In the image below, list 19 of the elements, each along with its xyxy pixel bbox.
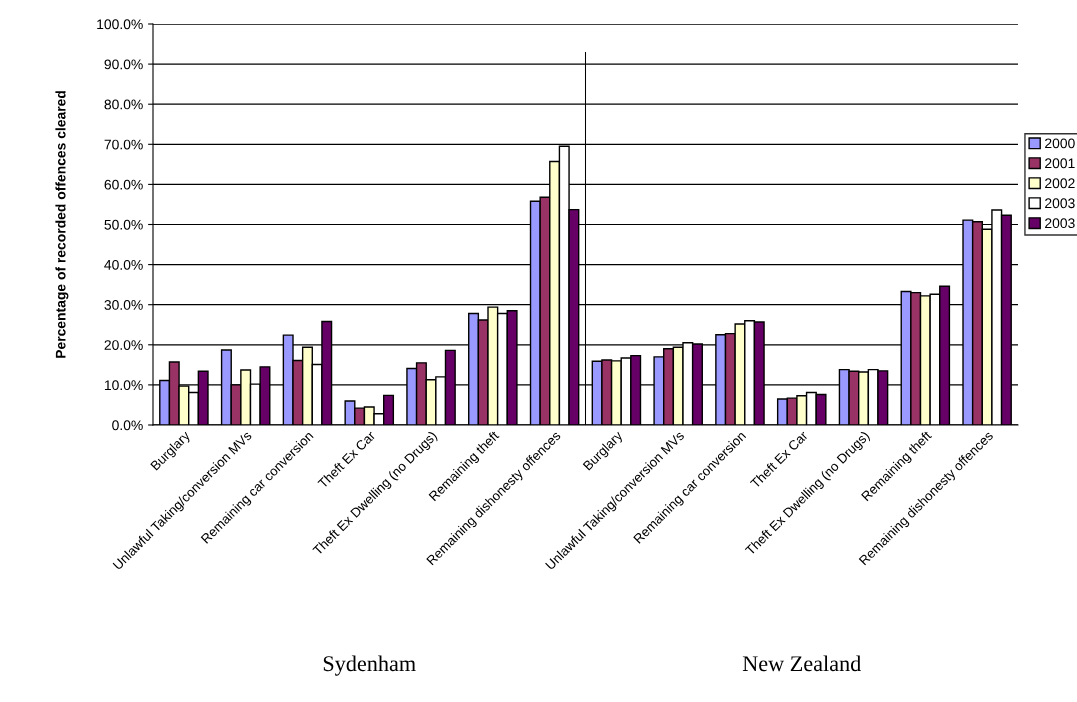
y-tick-label: 40.0%	[104, 259, 143, 270]
y-tick-label: 20.0%	[104, 340, 143, 350]
text: New Zealand	[742, 655, 862, 672]
text: Sydenham	[323, 655, 416, 676]
y-tick-label: 30.0%	[104, 300, 143, 310]
y-tick-label: 60.0%	[104, 179, 143, 190]
legend-label: 2001	[1045, 158, 1075, 169]
legend-label: 2002	[1045, 178, 1075, 189]
legend-label: 2000	[1045, 138, 1075, 149]
y-tick-label: 70.0%	[104, 139, 143, 150]
y-tick-label: 100.0%	[97, 19, 143, 30]
y-tick-label: 10.0%	[104, 380, 143, 391]
y-tick-label: 0.0%	[112, 420, 143, 431]
y-tick-label: 50.0%	[104, 219, 143, 230]
y-tick-label: 90.0%	[104, 59, 143, 70]
legend-label: 2003	[1045, 198, 1075, 209]
y-axis-title: Percentage of recorded offences cleared	[55, 91, 69, 358]
y-tick-label: 80.0%	[104, 99, 143, 110]
legend-label: 2003	[1045, 218, 1075, 229]
